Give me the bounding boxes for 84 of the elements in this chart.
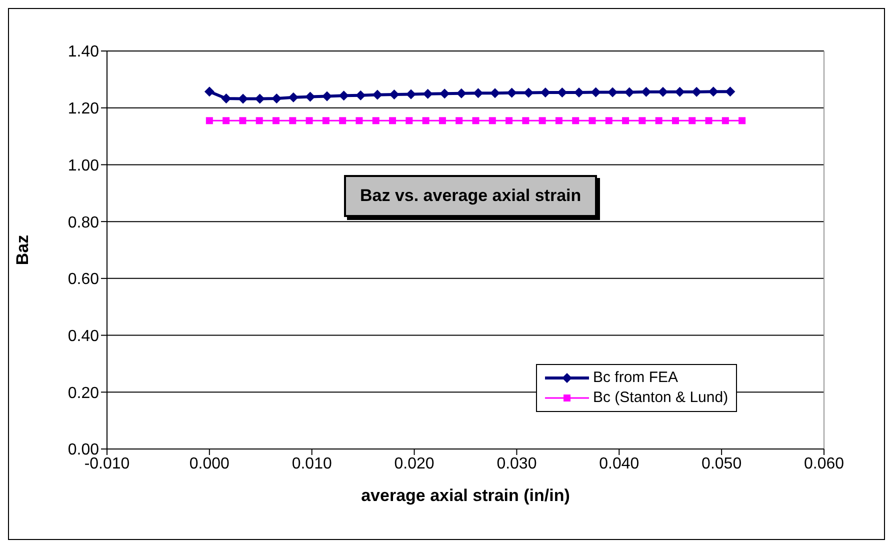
point [624,87,634,98]
point [306,117,313,124]
point [608,87,618,98]
point [722,117,729,124]
point [522,117,530,124]
y-axis-title: Baz [13,234,32,266]
x-axis-title: average axial strain (in/in) [361,486,570,505]
x-tick-label: 0.040 [599,455,640,472]
point [472,117,480,124]
point [655,117,662,124]
point [238,94,248,104]
y-tick-label: 0.60 [68,271,100,288]
point [538,117,546,124]
point [322,91,332,102]
point [372,117,380,124]
point [356,117,363,124]
point [422,88,433,99]
x-tick-label: 0.060 [804,455,844,472]
point [674,86,685,97]
point [641,86,652,97]
y-tick-label: 1.00 [68,157,100,174]
point [572,117,580,124]
point [705,117,712,124]
point [339,117,346,124]
point [708,86,718,97]
point [372,90,382,100]
point [305,92,316,102]
point [254,94,265,104]
x-tick-label: 0.010 [292,455,332,472]
point [356,90,366,100]
y-tick-label: 0.40 [68,328,100,345]
text: Baz vs. average axial strain [344,175,598,217]
point [322,117,330,124]
point [256,117,263,124]
point [288,92,298,102]
x-tick-label: 0.000 [189,455,230,472]
point [473,88,484,98]
point [605,117,612,124]
point [588,117,596,124]
point [672,117,679,124]
point [524,88,534,98]
point [506,88,517,98]
point [406,89,416,100]
x-tick-label: 0.020 [394,455,434,472]
point [289,117,296,124]
point [555,117,562,124]
point [222,117,230,124]
point [338,90,349,101]
point [272,117,280,124]
point [239,117,246,124]
point [406,117,413,124]
point [422,117,430,124]
x-tick-label: -0.010 [84,455,130,472]
point [204,86,214,97]
y-tick-label: 1.40 [68,44,100,61]
point [506,117,513,124]
point [688,117,696,124]
legend-label: Bc (Stanton & Lund) [593,388,728,408]
point [206,117,213,124]
point [622,117,630,124]
point [738,117,746,124]
point [456,88,466,98]
legend-label: Bc from FEA [593,368,678,388]
point [590,87,601,98]
point [488,117,496,124]
point [389,89,400,100]
point [438,117,446,124]
point [389,117,396,124]
point [692,86,702,97]
point [221,93,232,104]
point [540,88,550,98]
x-tick-label: 0.050 [702,455,742,472]
point [272,93,282,104]
y-tick-label: 0.80 [68,214,100,232]
y-tick-label: 0.20 [68,384,100,402]
point [725,86,736,97]
point [557,88,568,98]
point [638,117,646,124]
point [658,86,668,97]
point [490,88,500,98]
point [456,117,463,124]
x-tick-label: 0.030 [496,455,537,472]
y-tick-label: 1.20 [68,100,100,118]
point [440,88,450,99]
